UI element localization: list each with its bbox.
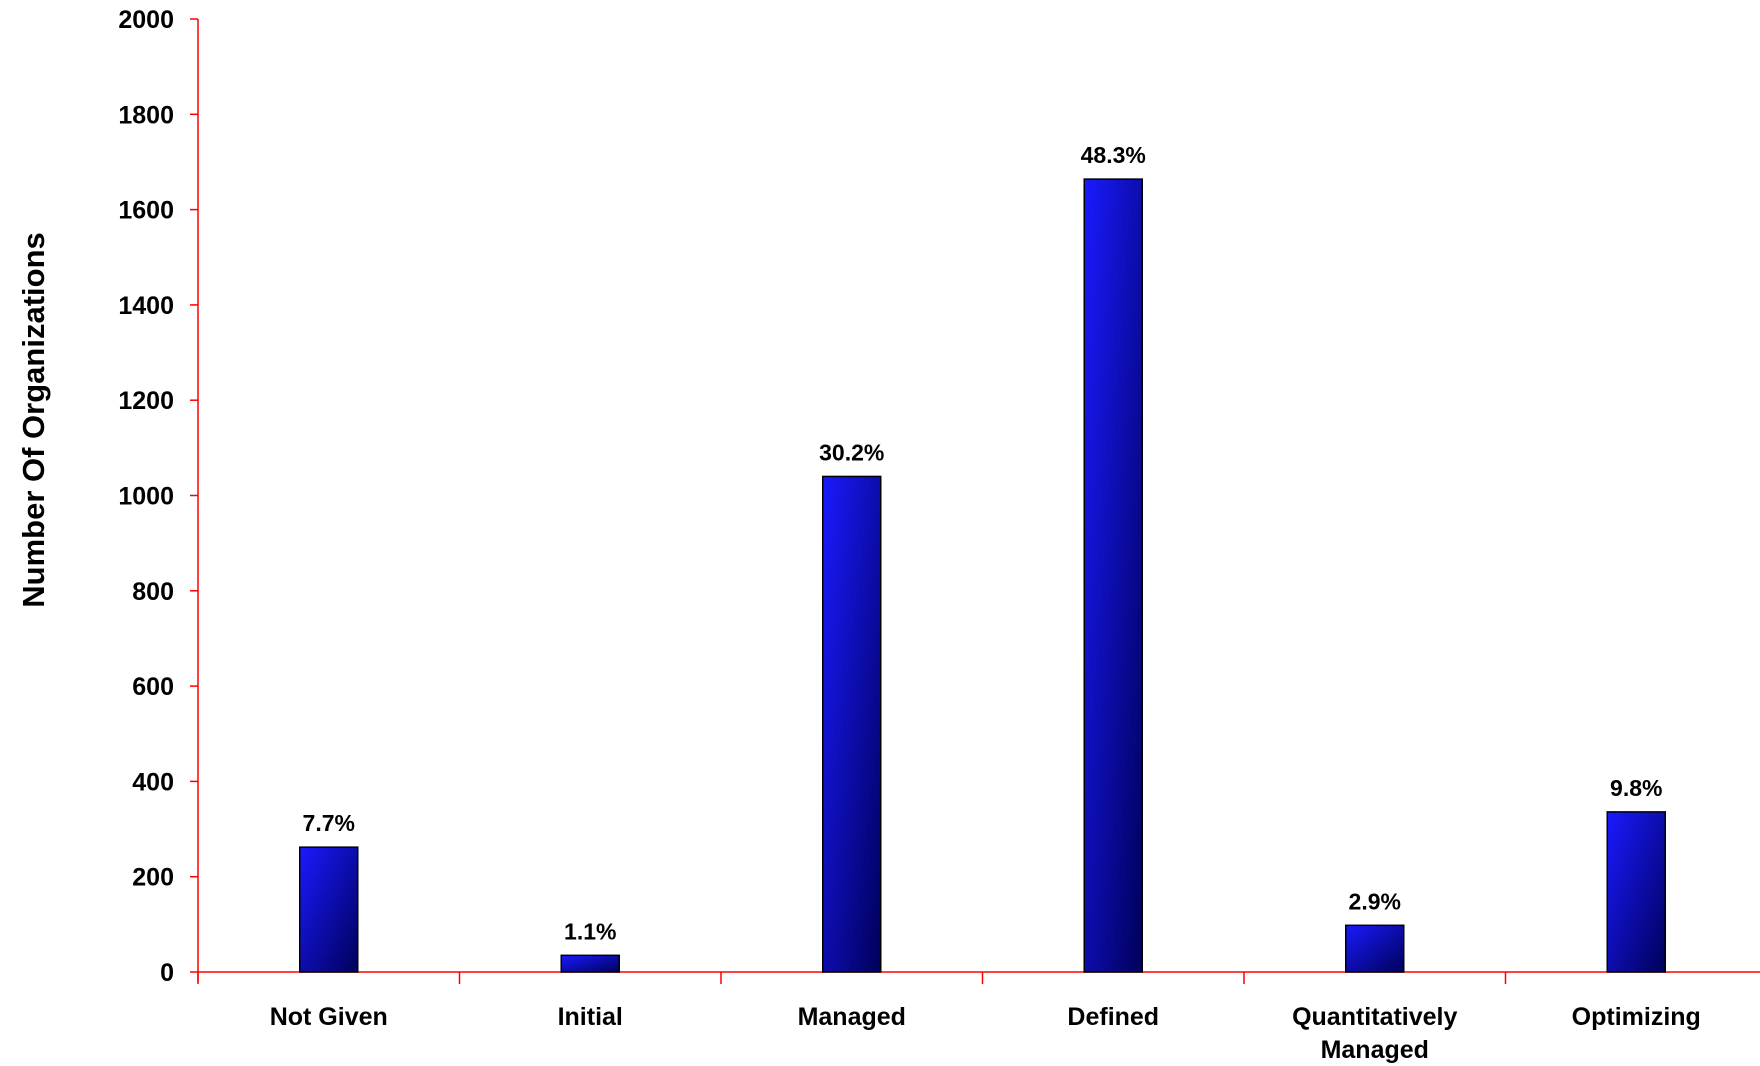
y-tick-label: 1000 <box>118 483 174 511</box>
y-tick-label: 2000 <box>118 6 174 34</box>
bar <box>560 954 620 973</box>
y-tick-label: 800 <box>132 578 174 606</box>
y-tick-label: 1800 <box>118 101 174 129</box>
category-label: Not Given <box>270 1003 388 1031</box>
data-label: 30.2% <box>819 439 884 465</box>
data-label: 9.8% <box>1610 775 1662 801</box>
category-label: Quantitatively Managed <box>1292 1003 1457 1064</box>
category-label: Managed <box>798 1003 906 1031</box>
y-tick-label: 1600 <box>118 197 174 225</box>
y-tick-label: 0 <box>160 959 174 987</box>
data-label: 7.7% <box>303 810 355 836</box>
bar <box>299 846 359 973</box>
category-label: Optimizing <box>1572 1003 1701 1031</box>
category-labels: Not Given Initial Managed Defined Quantitati… <box>270 1003 1701 1064</box>
y-axis-title: Number Of Organizations <box>16 232 51 607</box>
data-label: 1.1% <box>564 918 616 944</box>
y-tick-label: 400 <box>132 768 174 796</box>
y-tick-label: 1400 <box>118 292 174 320</box>
category-label: Defined <box>1067 1003 1159 1031</box>
y-tick-label: 600 <box>132 673 174 701</box>
bar <box>1345 924 1405 973</box>
y-tick-label: 1200 <box>118 387 174 415</box>
x-axis <box>197 971 1760 984</box>
y-axis: 0 200 400 600 800 1000 1200 1400 1600 1800 2000 <box>118 6 199 987</box>
bars <box>299 178 1666 973</box>
y-tick-label: 200 <box>132 864 174 892</box>
bar <box>1083 178 1143 973</box>
bar <box>822 475 882 973</box>
category-label: Initial <box>558 1003 623 1031</box>
data-labels: 7.7% 1.1% 30.2% 48.3% 2.9% 9.8% <box>303 142 1663 944</box>
bar <box>1606 811 1666 973</box>
data-label: 2.9% <box>1349 888 1401 914</box>
data-label: 48.3% <box>1081 142 1146 168</box>
